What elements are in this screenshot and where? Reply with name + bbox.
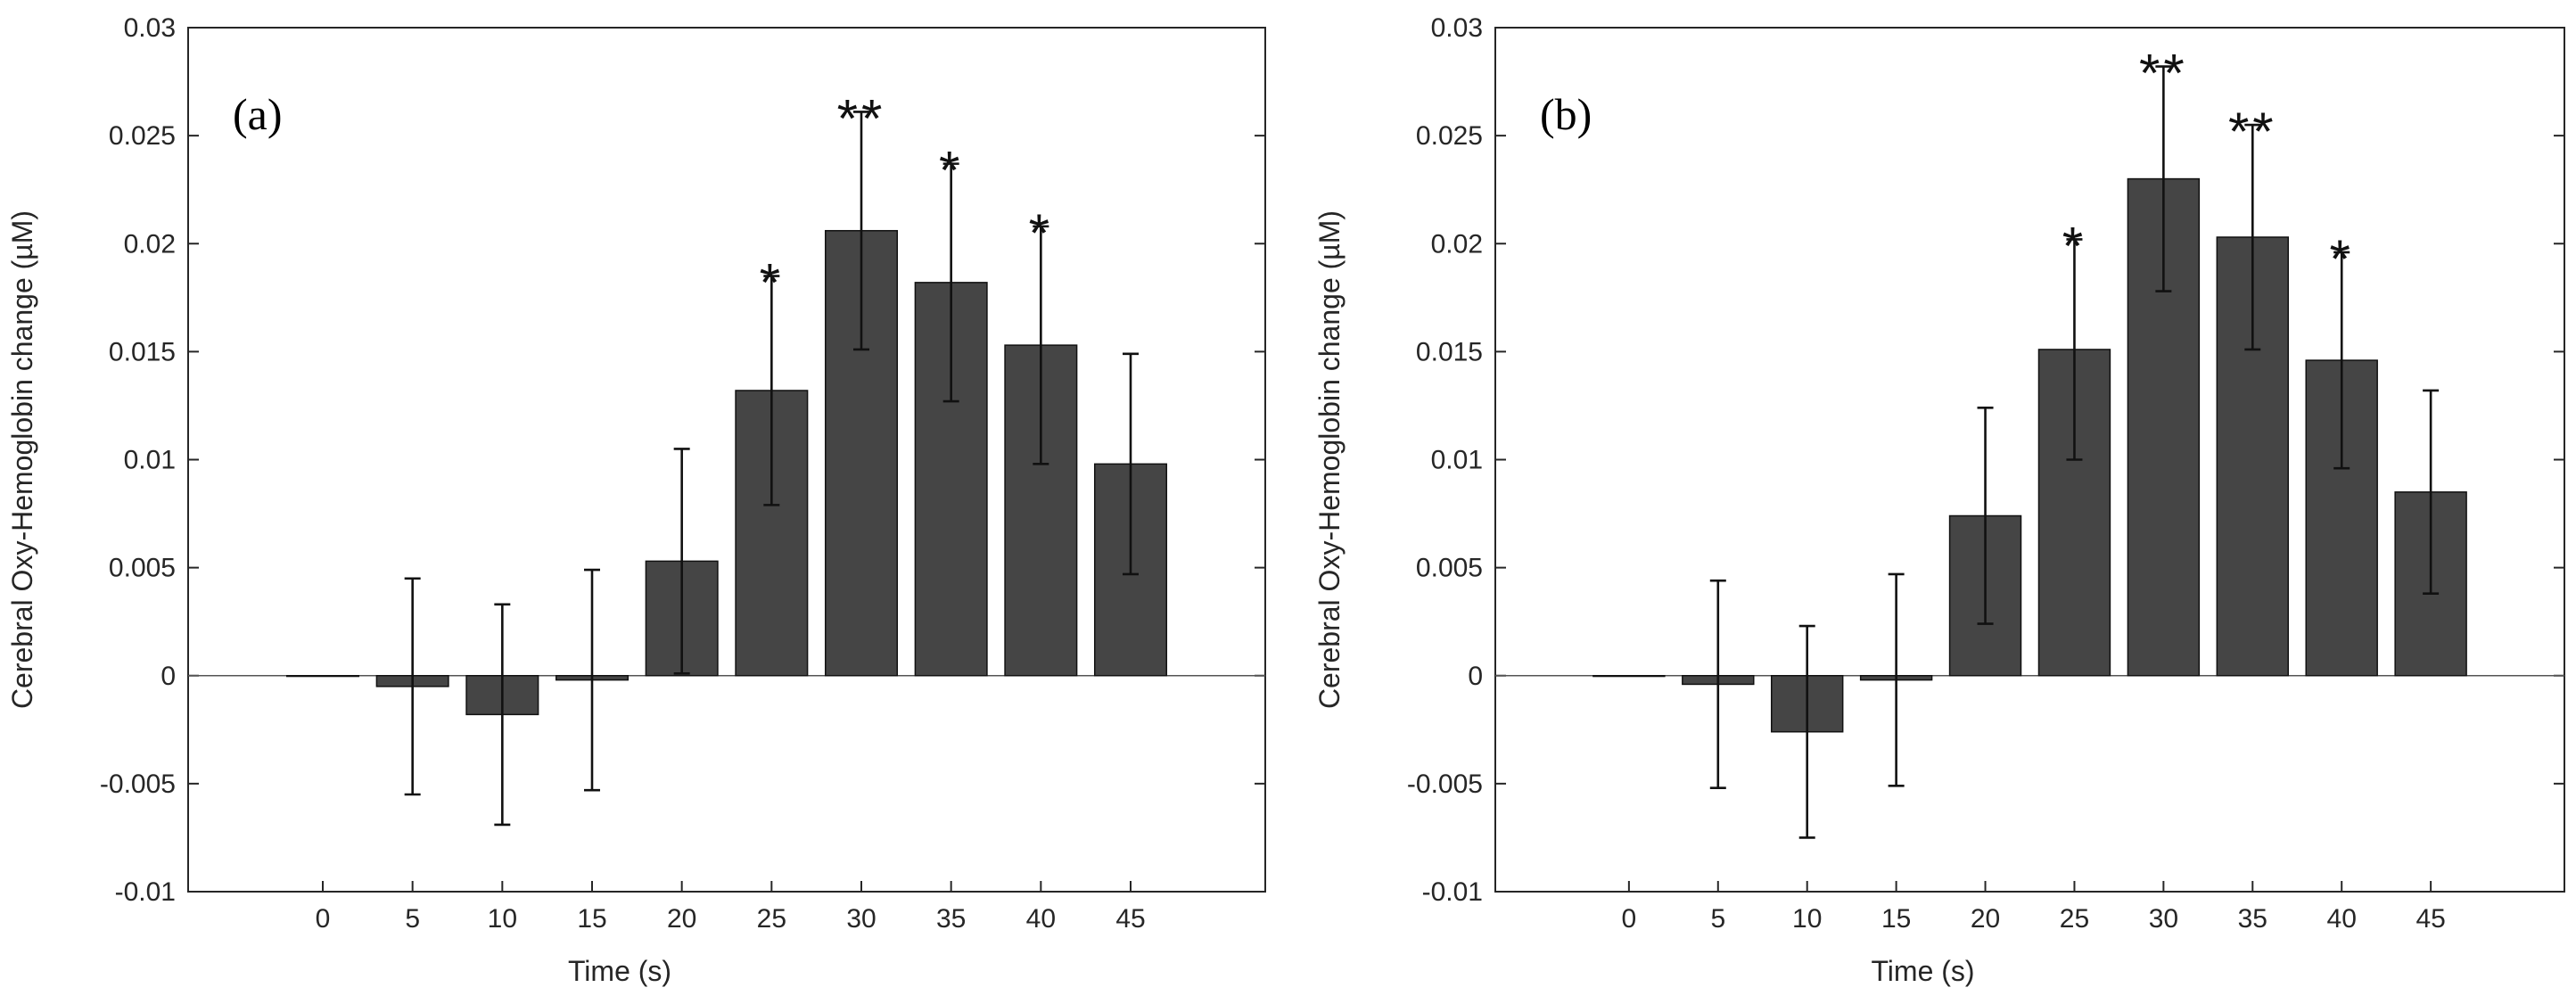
x-tick-label: 20 [1971, 904, 2000, 934]
x-tick-label: 45 [1115, 904, 1145, 934]
y-tick-label: -0.01 [115, 877, 176, 907]
significance-marker: * [2062, 216, 2086, 276]
y-tick-label: 0 [160, 662, 176, 691]
x-tick-label: 35 [936, 904, 966, 934]
significance-marker: ** [2228, 102, 2277, 161]
x-axis-title: Time (s) [1871, 955, 1974, 987]
x-tick-label: 20 [667, 904, 696, 934]
x-axis-title: Time (s) [568, 955, 671, 987]
y-tick-label: 0.005 [1416, 554, 1483, 583]
chart-panel-a: -0.01 -0.005 0 0.005 0.01 0.015 0.02 0.025 0.03 0… [6, 13, 1266, 987]
y-tick-label: 0.01 [1431, 446, 1483, 475]
x-tick-label: 25 [757, 904, 786, 934]
bar [285, 675, 360, 678]
x-tick-label: 40 [2327, 904, 2357, 934]
significance-marker: * [939, 141, 963, 201]
bar [1593, 675, 1666, 678]
y-tick-label: 0.015 [1416, 337, 1483, 366]
x-tick-label: 5 [1710, 904, 1725, 934]
x-tick-label: 40 [1026, 904, 1056, 934]
x-tick-label: 15 [577, 904, 606, 934]
significance-marker: * [760, 253, 784, 313]
axes-frame [1494, 27, 2565, 893]
y-tick-label: 0.03 [124, 13, 176, 43]
significance-marker: ** [2139, 44, 2188, 103]
x-tick-label: 10 [1792, 904, 1822, 934]
x-tick-label: 5 [405, 904, 420, 934]
x-tick-label: 15 [1881, 904, 1911, 934]
x-tick-label: 45 [2416, 904, 2445, 934]
x-tick-label: 10 [488, 904, 517, 934]
y-tick-label: 0.01 [124, 446, 176, 475]
y-axis-title: Cerebral Oxy-Hemoglobin change (µM) [1313, 210, 1346, 709]
x-tick-label: 0 [1622, 904, 1637, 934]
x-tick-label: 30 [846, 904, 876, 934]
y-tick-label: 0.005 [109, 554, 176, 583]
significance-marker: * [1029, 203, 1053, 263]
x-tick-label: 35 [2238, 904, 2267, 934]
y-tick-label: 0.025 [109, 121, 176, 151]
y-axis-title: Cerebral Oxy-Hemoglobin change (µM) [6, 210, 38, 709]
significance-marker: ** [837, 88, 886, 148]
y-tick-label: 0.02 [124, 229, 176, 259]
panel-label: (a) [233, 89, 283, 139]
y-tick-label: 0.03 [1431, 13, 1483, 43]
y-tick-label: -0.01 [1422, 877, 1483, 907]
y-tick-label: -0.005 [100, 769, 176, 799]
y-tick-label: 0.015 [109, 337, 176, 366]
chart-panel-b: -0.01 -0.005 0 0.005 0.01 0.015 0.02 0.025 0.03 0… [1313, 13, 2565, 987]
y-tick-label: 0 [1468, 662, 1483, 691]
x-tick-label: 30 [2149, 904, 2178, 934]
axes-frame [187, 27, 1266, 893]
y-tick-label: -0.005 [1407, 769, 1483, 799]
y-tick-label: 0.025 [1416, 121, 1483, 151]
panel-label: (b) [1540, 89, 1592, 139]
x-tick-label: 25 [2060, 904, 2089, 934]
x-tick-label: 0 [316, 904, 331, 934]
y-tick-label: 0.02 [1431, 229, 1483, 259]
significance-marker: * [2330, 229, 2354, 289]
